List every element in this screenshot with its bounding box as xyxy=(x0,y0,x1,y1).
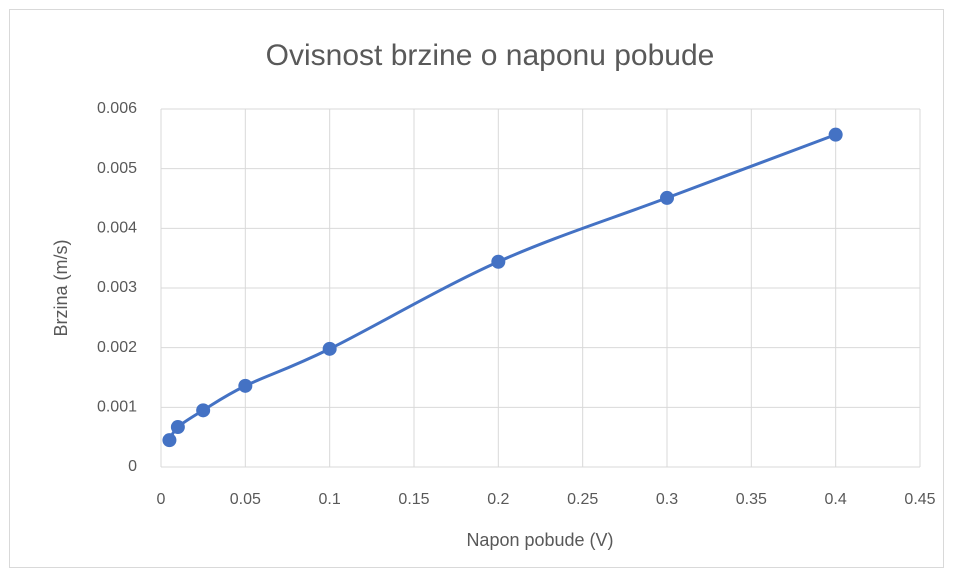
x-tick-label: 0.3 xyxy=(656,491,678,508)
y-tick-label: 0.003 xyxy=(97,279,137,296)
x-tick-label: 0.1 xyxy=(319,491,341,508)
y-tick-label: 0 xyxy=(128,458,137,475)
x-tick-label: 0.15 xyxy=(398,491,429,508)
x-tick-label: 0.45 xyxy=(904,491,935,508)
y-tick-label: 0.005 xyxy=(97,160,137,177)
x-tick-label: 0.4 xyxy=(825,491,847,508)
data-point xyxy=(828,127,843,142)
data-point xyxy=(162,433,177,448)
x-tick-label: 0 xyxy=(157,491,166,508)
data-point xyxy=(491,254,506,269)
y-tick-label: 0.001 xyxy=(97,399,137,416)
x-tick-label: 0.2 xyxy=(487,491,509,508)
data-point xyxy=(322,341,337,356)
data-point xyxy=(196,403,211,418)
x-tick-label: 0.25 xyxy=(567,491,598,508)
data-point xyxy=(238,378,253,393)
x-axis-label: Napon pobude (V) xyxy=(466,530,613,550)
x-tick-label: 0.05 xyxy=(230,491,261,508)
y-tick-label: 0.006 xyxy=(97,100,137,117)
y-tick-label: 0.004 xyxy=(97,220,137,237)
data-point xyxy=(170,420,185,435)
y-axis-label: Brzina (m/s) xyxy=(51,239,71,336)
y-tick-label: 0.002 xyxy=(97,339,137,356)
data-point xyxy=(660,190,674,205)
x-tick-label: 0.35 xyxy=(736,491,767,508)
chart-title: Ovisnost brzine o naponu pobude xyxy=(266,39,715,72)
